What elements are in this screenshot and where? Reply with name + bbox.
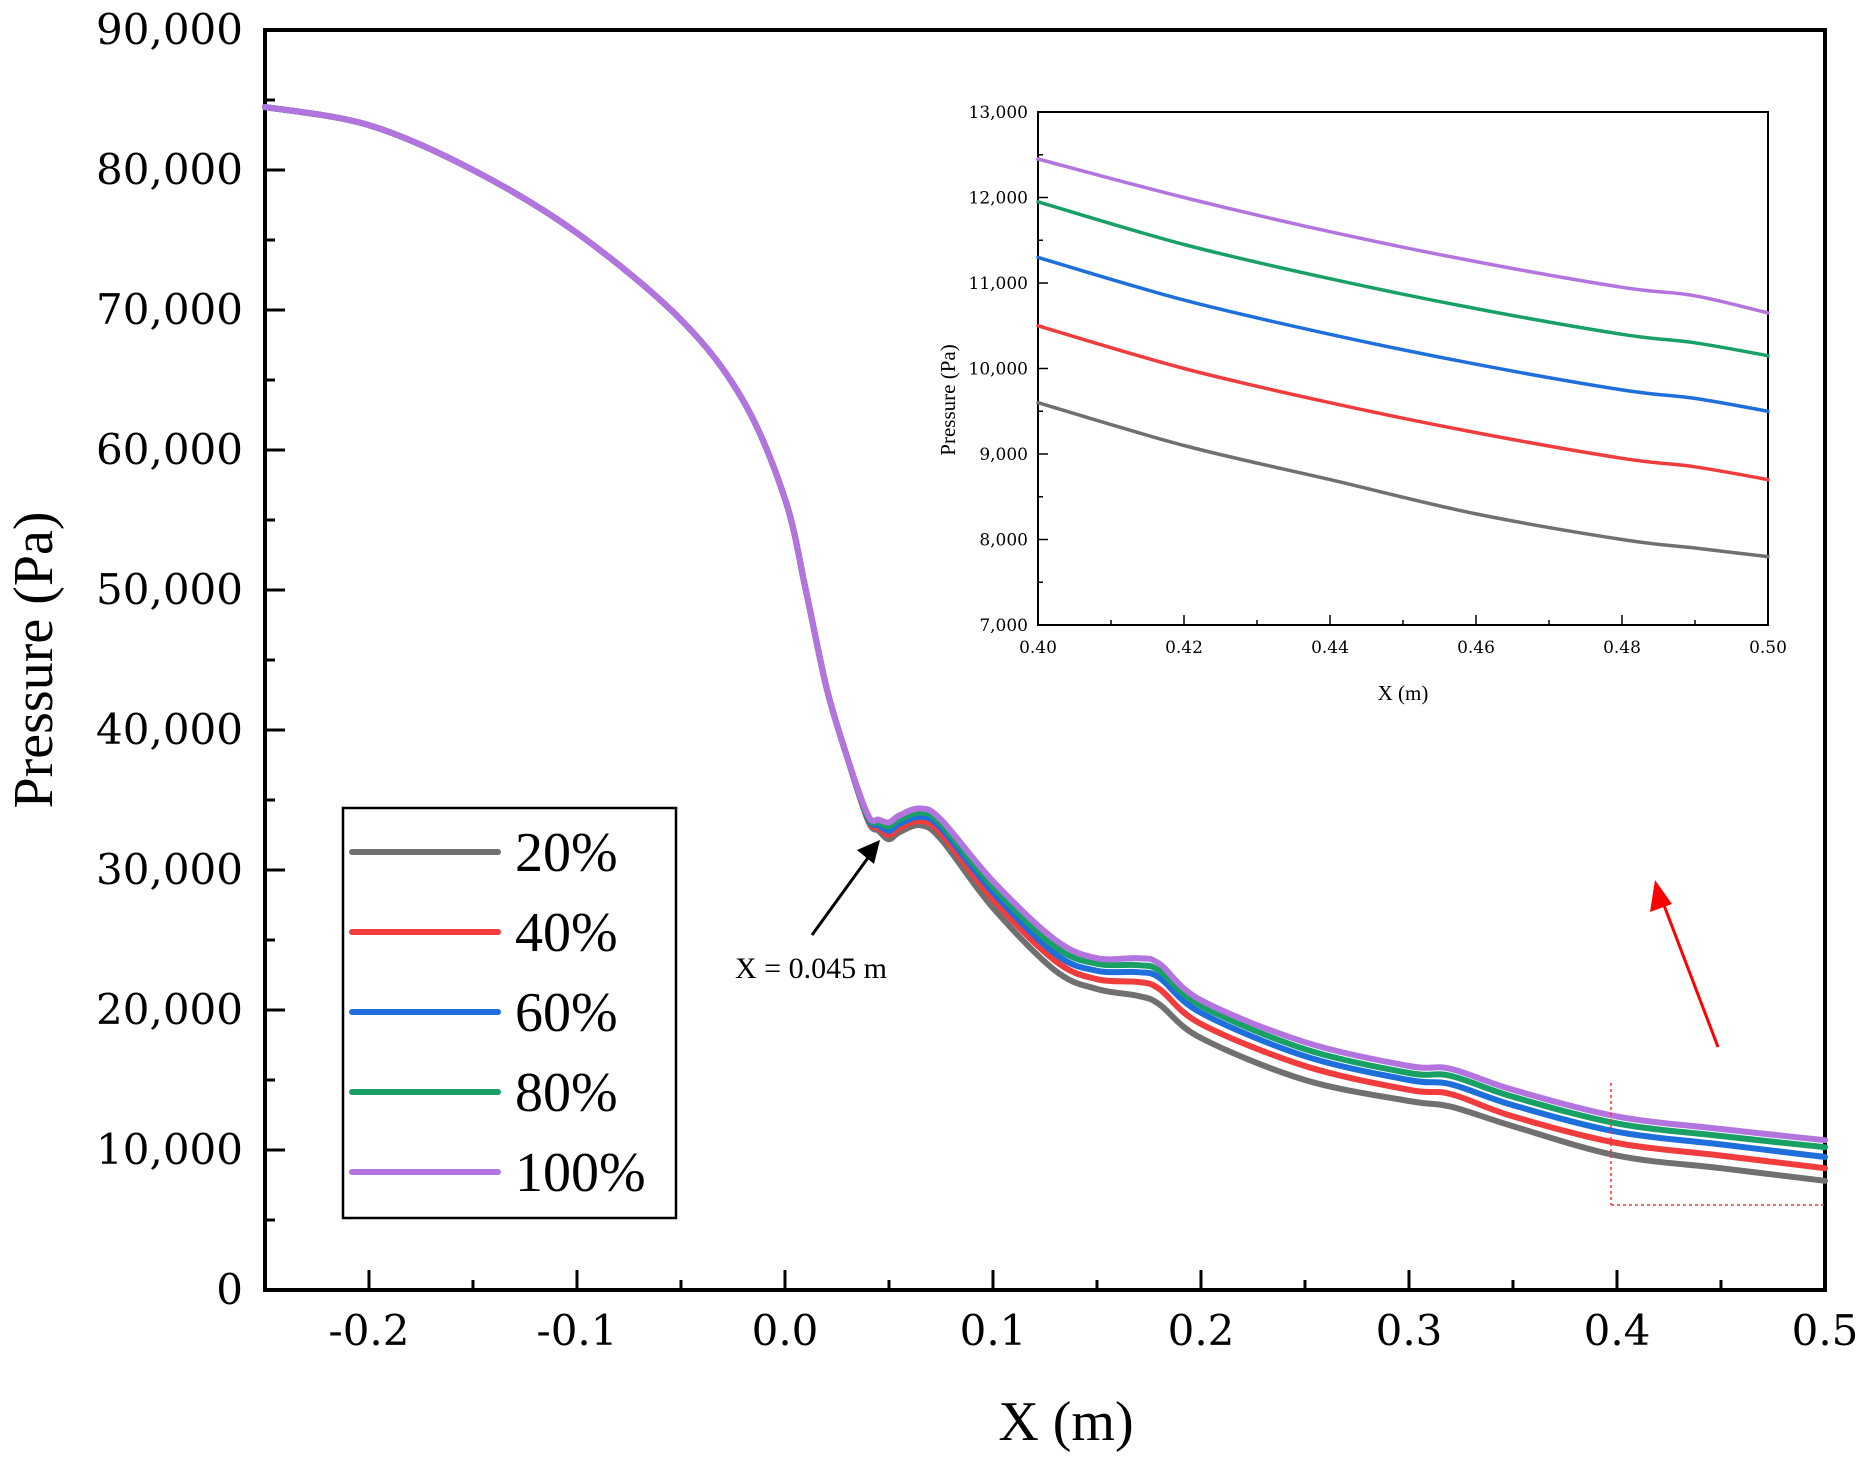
legend: 20% 40% 60% 80% 100% bbox=[341, 806, 678, 1220]
main-x-tick-label: 0.2 bbox=[1168, 1306, 1235, 1355]
main-y-tick-label: 90,000 bbox=[96, 5, 243, 54]
main-x-axis-title: X (m) bbox=[998, 1391, 1133, 1453]
main-y-tick-label: 70,000 bbox=[96, 285, 243, 334]
inset-y-axis-title: Pressure (Pa) bbox=[936, 344, 960, 455]
main-axis-ticks bbox=[265, 28, 1827, 1292]
inset-x-tick-label: 0.48 bbox=[1603, 638, 1641, 658]
main-y-tick-label: 30,000 bbox=[96, 845, 243, 894]
legend-label: 20% bbox=[515, 822, 618, 884]
main-y-tick-label: 50,000 bbox=[96, 565, 243, 614]
legend-label: 100% bbox=[515, 1142, 646, 1204]
inset-x-tick-label: 0.44 bbox=[1311, 638, 1349, 658]
inset-y-tick-label: 8,000 bbox=[979, 531, 1028, 551]
inset-pointer-arrow bbox=[1660, 899, 1720, 1048]
main-x-tick-label: 0.1 bbox=[960, 1306, 1027, 1355]
inset-series-20pct bbox=[1036, 400, 1770, 559]
legend-label: 60% bbox=[515, 982, 618, 1044]
main-x-tick-label: 0.4 bbox=[1584, 1306, 1651, 1355]
inset-y-tick-label: 9,000 bbox=[979, 445, 1028, 465]
inset-series-60pct bbox=[1036, 255, 1770, 414]
main-x-tick-label: 0.3 bbox=[1376, 1306, 1443, 1355]
inset-series-100pct bbox=[1036, 157, 1770, 315]
inset-series-group bbox=[1036, 157, 1770, 559]
annotation-label: X = 0.045 m bbox=[735, 952, 887, 985]
inset-y-tick-label: 13,000 bbox=[969, 103, 1028, 123]
inset-tick-labels: 0.40 0.42 0.44 0.46 0.48 0.50 7,000 8,000 9,000 1… bbox=[969, 103, 1787, 658]
inset-axis-ticks bbox=[1037, 111, 1769, 626]
main-y-tick-label: 0 bbox=[216, 1265, 243, 1314]
main-y-tick-label: 10,000 bbox=[96, 1125, 243, 1174]
main-y-tick-label: 80,000 bbox=[96, 145, 243, 194]
inset-y-tick-label: 12,000 bbox=[969, 189, 1028, 209]
inset-y-tick-label: 11,000 bbox=[969, 274, 1028, 294]
annotation-arrowhead bbox=[857, 840, 880, 864]
legend-label: 40% bbox=[515, 902, 618, 964]
inset-plot-frame bbox=[1037, 111, 1769, 626]
annotation-arrow bbox=[810, 854, 872, 936]
inset-x-tick-label: 0.46 bbox=[1457, 638, 1495, 658]
main-series-100pct bbox=[262, 104, 1828, 1144]
main-tick-labels: -0.2 -0.1 0.0 0.1 0.2 0.3 0.4 0.5010,00020,0003… bbox=[96, 5, 1858, 1355]
main-x-tick-label: 0.0 bbox=[752, 1306, 819, 1355]
inset-x-tick-label: 0.40 bbox=[1019, 638, 1057, 658]
main-y-tick-label: 40,000 bbox=[96, 705, 243, 754]
inset-series-80pct bbox=[1036, 200, 1770, 358]
inset-series-40pct bbox=[1036, 324, 1770, 482]
inset-pointer-arrowhead bbox=[1650, 880, 1672, 912]
main-y-axis-title: Pressure (Pa) bbox=[3, 511, 65, 808]
inset-y-tick-label: 10,000 bbox=[969, 360, 1028, 380]
main-x-tick-label: -0.2 bbox=[329, 1306, 410, 1355]
main-series-group bbox=[262, 104, 1828, 1184]
inset-y-tick-label: 7,000 bbox=[979, 616, 1028, 636]
inset-x-axis-title: X (m) bbox=[1378, 681, 1429, 705]
main-x-tick-label: -0.1 bbox=[537, 1306, 618, 1355]
inset-x-tick-label: 0.50 bbox=[1749, 638, 1787, 658]
main-y-tick-label: 60,000 bbox=[96, 425, 243, 474]
main-x-tick-label: 0.5 bbox=[1792, 1306, 1859, 1355]
legend-label: 80% bbox=[515, 1062, 618, 1124]
inset-x-tick-label: 0.42 bbox=[1165, 638, 1203, 658]
main-y-tick-label: 20,000 bbox=[96, 985, 243, 1034]
